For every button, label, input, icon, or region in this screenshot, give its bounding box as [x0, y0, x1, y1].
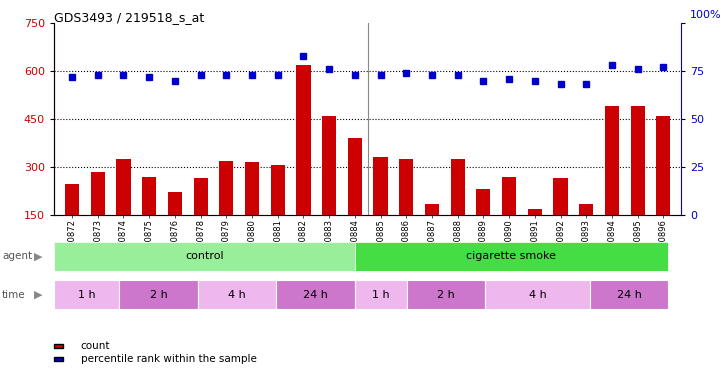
Text: time: time — [2, 290, 26, 300]
Bar — [373, 157, 388, 263]
Bar — [120, 280, 198, 309]
Text: 24 h: 24 h — [616, 290, 642, 300]
Text: percentile rank within the sample: percentile rank within the sample — [81, 354, 257, 364]
Bar — [355, 280, 407, 309]
Bar — [54, 280, 120, 309]
Text: ▶: ▶ — [34, 290, 43, 300]
Bar — [193, 178, 208, 263]
Bar — [91, 172, 105, 263]
Bar — [579, 204, 593, 263]
Text: agent: agent — [2, 251, 32, 262]
Text: 1 h: 1 h — [372, 290, 389, 300]
Bar — [116, 159, 131, 263]
Text: 100%: 100% — [690, 10, 721, 20]
Bar — [528, 209, 542, 263]
Bar — [168, 192, 182, 263]
Bar — [65, 184, 79, 263]
Bar — [502, 177, 516, 263]
Text: 2 h: 2 h — [437, 290, 455, 300]
Bar — [270, 166, 285, 263]
Text: control: control — [185, 251, 224, 262]
Bar — [399, 159, 413, 263]
Text: 24 h: 24 h — [303, 290, 328, 300]
Bar — [656, 116, 671, 263]
Bar — [605, 106, 619, 263]
Bar — [348, 138, 362, 263]
Text: ▶: ▶ — [34, 251, 43, 262]
Text: 1 h: 1 h — [78, 290, 96, 300]
Bar — [477, 189, 490, 263]
Bar — [245, 162, 259, 263]
Text: 4 h: 4 h — [228, 290, 246, 300]
Bar — [142, 177, 156, 263]
Text: GDS3493 / 219518_s_at: GDS3493 / 219518_s_at — [54, 12, 204, 25]
Bar — [276, 280, 355, 309]
Bar — [198, 280, 276, 309]
Bar — [451, 159, 465, 263]
Bar — [631, 106, 645, 263]
Text: 4 h: 4 h — [528, 290, 547, 300]
Bar — [425, 204, 439, 263]
Bar — [485, 280, 590, 309]
Bar — [407, 280, 485, 309]
Bar — [54, 242, 355, 271]
Bar — [322, 116, 336, 263]
Text: 2 h: 2 h — [150, 290, 167, 300]
Bar — [355, 242, 668, 271]
Text: cigarette smoke: cigarette smoke — [466, 251, 557, 262]
Bar — [590, 280, 668, 309]
Bar — [296, 65, 311, 263]
Text: count: count — [81, 341, 110, 351]
Bar — [554, 178, 567, 263]
Bar — [219, 161, 234, 263]
